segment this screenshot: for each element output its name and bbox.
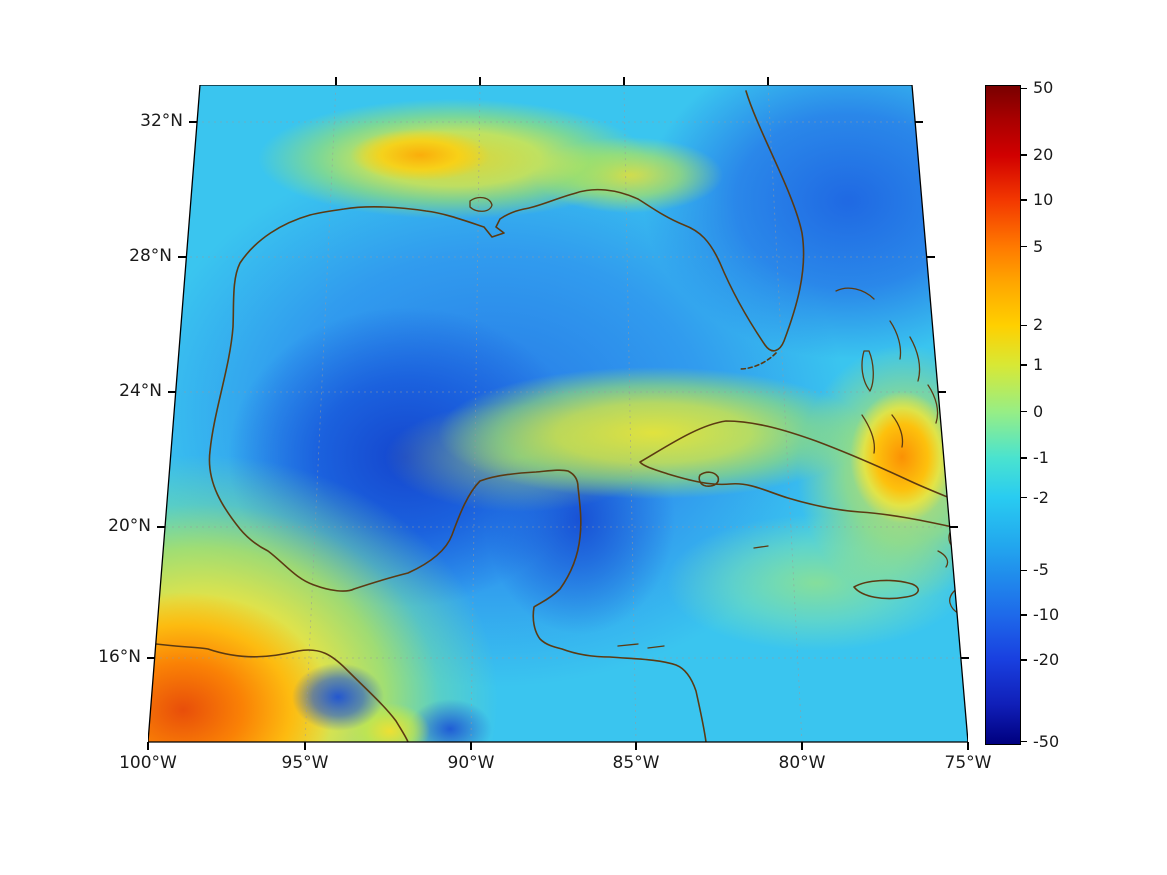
colorbar-gradient [986,86,1020,744]
x-axis-tick [470,742,472,750]
colorbar-tick-label: -1 [1033,447,1049,467]
x-axis-tick [147,742,149,750]
colorbar-tick-label: -20 [1033,649,1060,669]
y-axis-tick-label: 20°N [108,516,151,536]
y-axis-tick-label: 32°N [140,111,183,131]
x-axis-tick-label: 80°W [778,753,826,773]
right-axis-tick [961,657,969,659]
right-axis-tick [938,391,946,393]
colorbar-tick-label: 1 [1033,354,1044,374]
colorbar-tick [1021,154,1027,156]
coastline-small-islands [617,545,769,649]
colorbar-tick-label: -2 [1033,487,1049,507]
y-axis-tick [147,657,155,659]
map-plot [148,85,968,743]
y-axis-tick [189,121,197,123]
grid-lines [148,85,968,742]
coastline-jamaica [853,579,919,600]
x-axis-tick [967,742,969,750]
coastlines [148,90,968,742]
top-axis-tick [479,77,481,85]
x-axis-tick-label: 75°W [944,753,992,773]
colorbar-tick [1021,569,1027,571]
colorbar-tick-label: -50 [1033,731,1060,751]
colorbar-tick [1021,659,1027,661]
top-axis-tick [335,77,337,85]
y-axis-tick [168,391,176,393]
right-axis-tick [927,256,935,258]
coastline-mainland [208,90,805,742]
map-border [148,85,968,743]
coastline-isla-juventud [698,471,720,487]
colorbar-tick [1021,199,1027,201]
y-axis-tick-label: 24°N [119,381,162,401]
map-overlay [148,85,968,743]
colorbar-tick-label: 50 [1033,78,1054,98]
colorbar-tick [1021,411,1027,413]
map-field [148,85,968,742]
right-axis-tick [915,121,923,123]
colorbar-tick [1021,741,1027,743]
y-axis-tick [178,256,186,258]
top-axis-tick [767,77,769,85]
x-axis-tick-label: 85°W [612,753,660,773]
x-axis-tick [801,742,803,750]
colorbar-tick [1021,87,1027,89]
coastline-cuba [639,420,968,530]
colorbar-tick-label: 2 [1033,315,1044,335]
y-axis-tick-label: 16°N [98,647,141,667]
colorbar-tick [1021,457,1027,459]
x-axis-tick [304,742,306,750]
x-axis-tick-label: 100°W [119,753,177,773]
coastline-florida-keys [739,352,777,370]
colorbar-tick-label: 20 [1033,144,1054,164]
y-axis-tick [157,526,165,528]
coastline-lake [469,196,493,212]
colorbar-tick-label: 5 [1033,236,1044,256]
y-axis-tick-label: 28°N [129,246,172,266]
right-axis-tick [950,526,958,528]
coastline-bahamas [835,287,939,454]
colorbar-tick-label: -10 [1033,604,1060,624]
colorbar-tick [1021,364,1027,366]
x-axis-tick-label: 90°W [447,753,495,773]
colorbar-tick [1021,496,1027,499]
coastline-pacific [148,642,409,742]
top-axis-tick [623,77,625,85]
colorbar-tick [1021,614,1027,616]
x-axis-tick [635,742,637,750]
colorbar-tick-label: 0 [1033,401,1044,421]
x-axis-tick-label: 95°W [281,753,329,773]
colorbar-tick [1021,324,1027,326]
colorbar [985,85,1021,745]
colorbar-tick [1021,246,1027,248]
colorbar-tick-label: -5 [1033,560,1049,580]
colorbar-tick-label: 10 [1033,189,1054,209]
